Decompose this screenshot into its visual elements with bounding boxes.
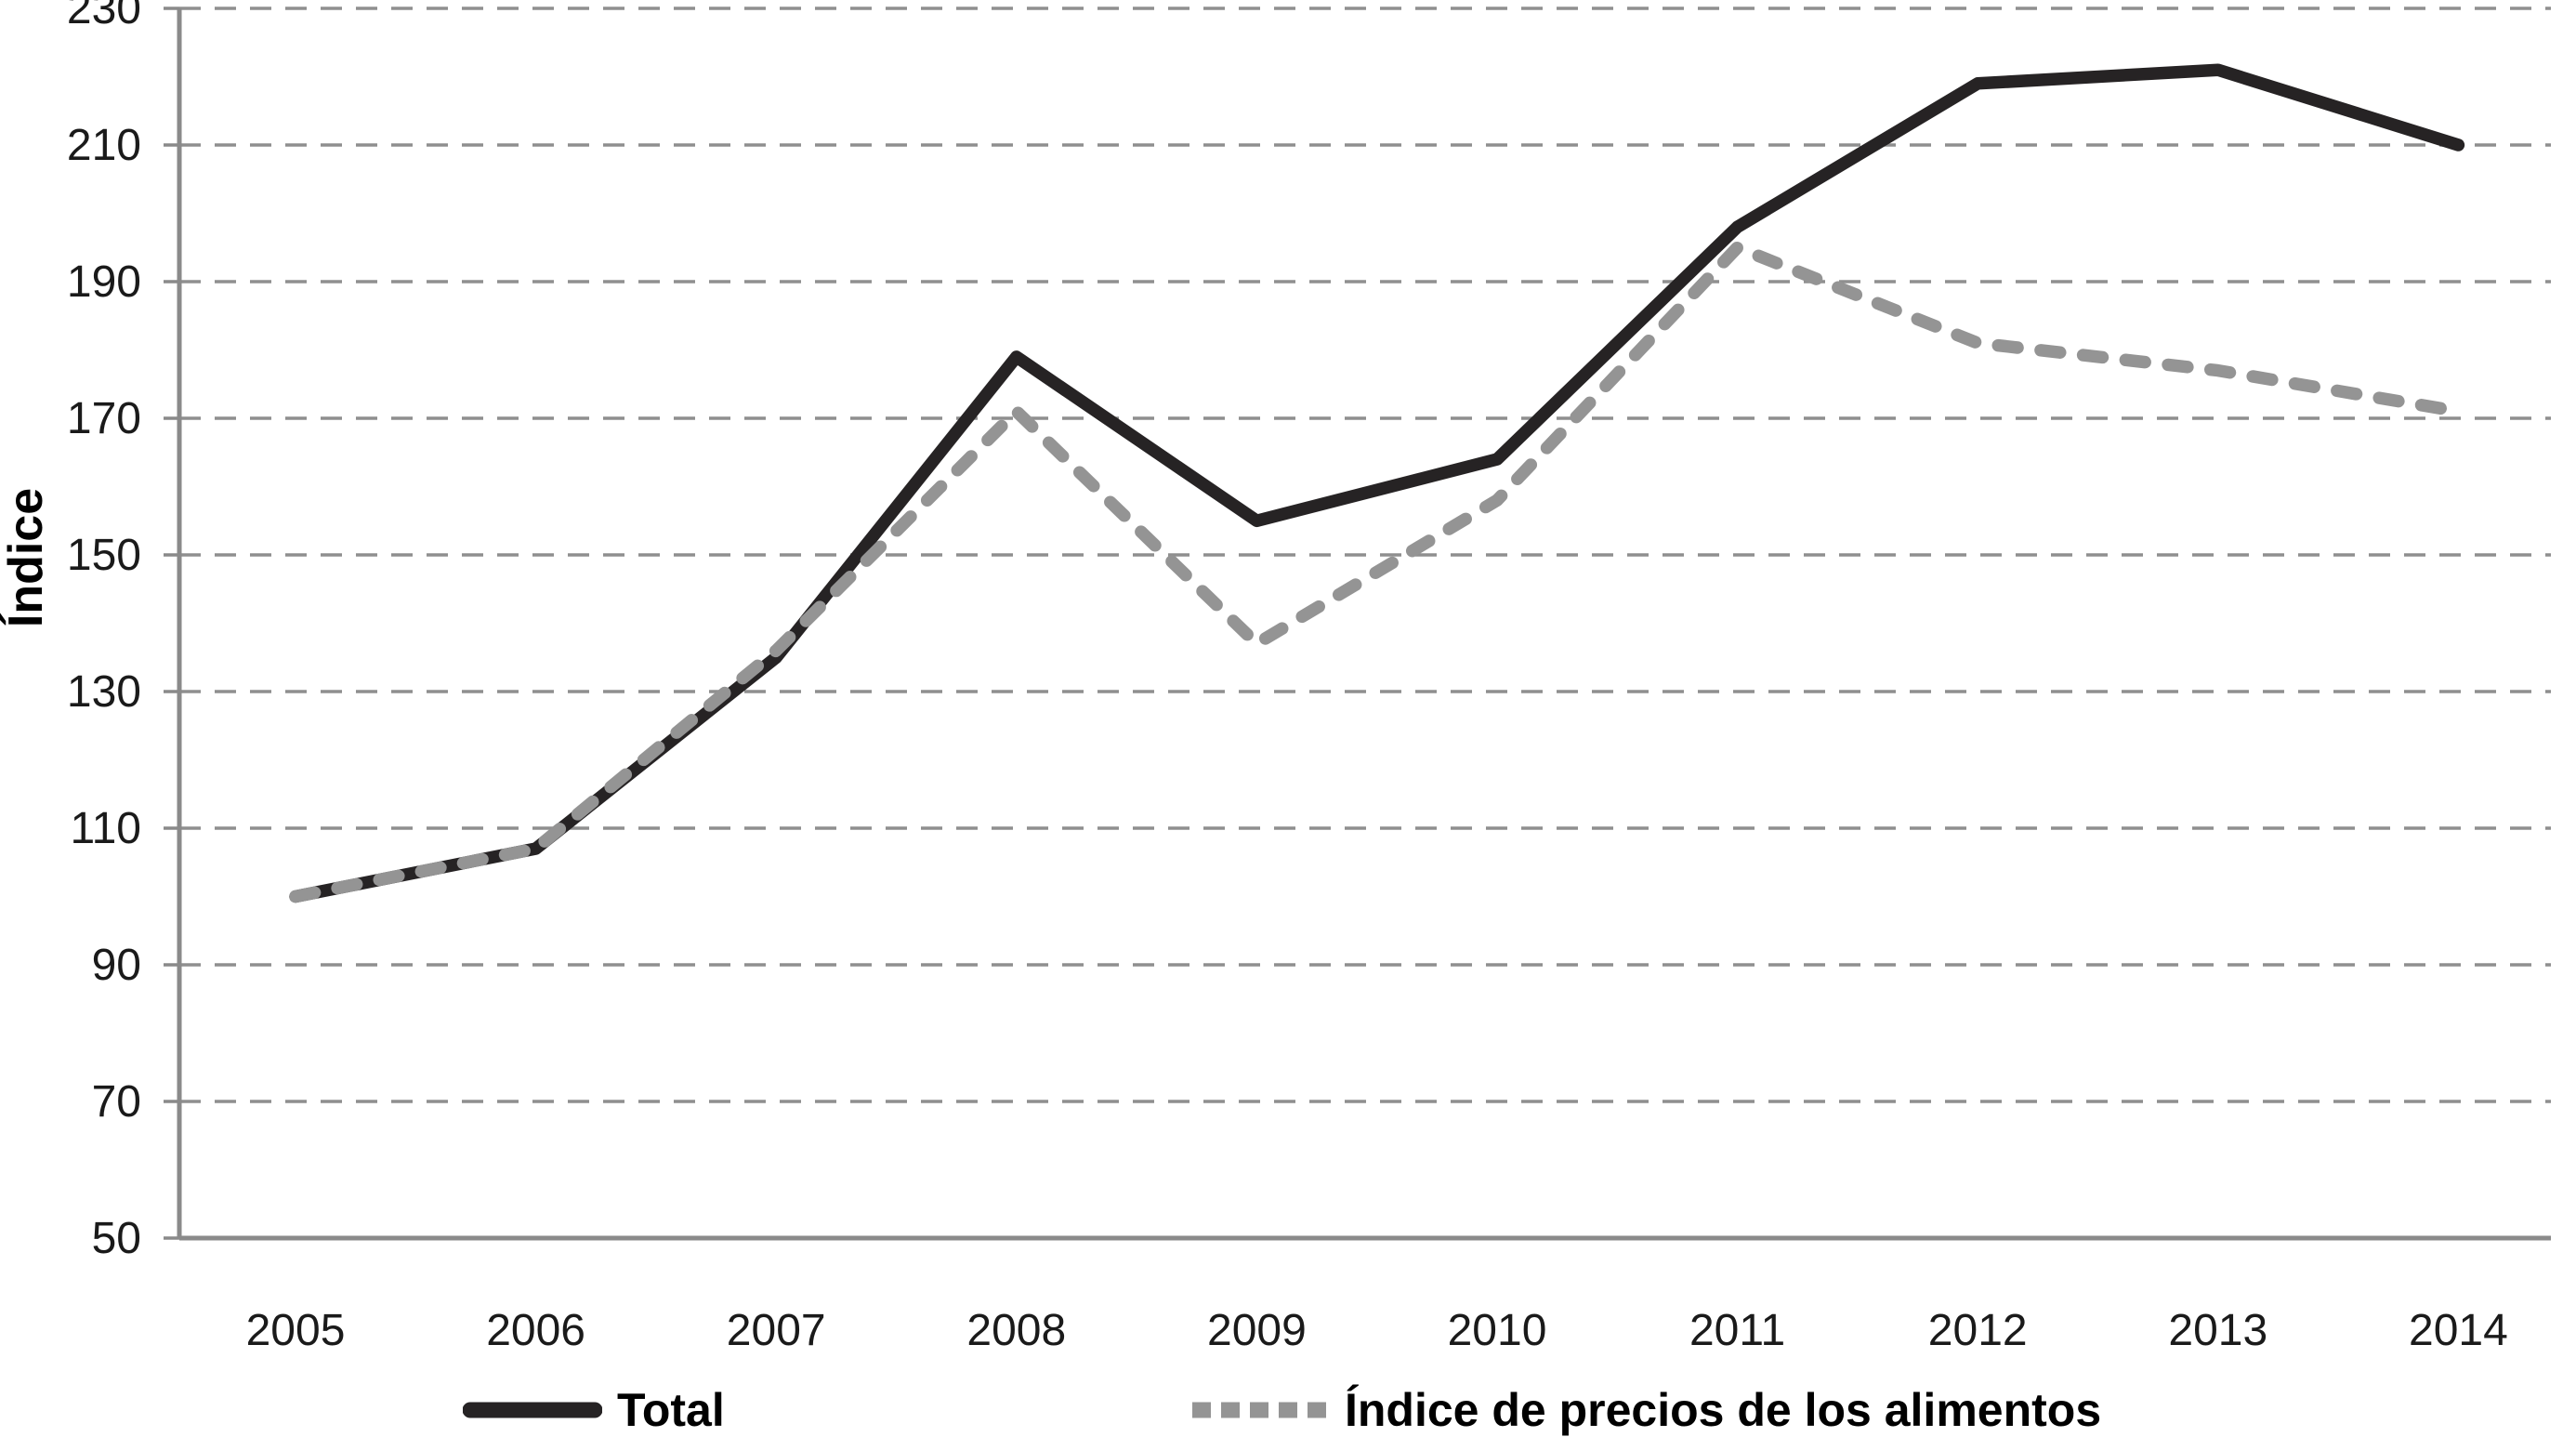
x-tick-label-2009: 2009 <box>1207 1306 1307 1355</box>
chart-legend: Total Índice de precios de los alimentos <box>0 1383 2576 1437</box>
y-tick-label-130: 130 <box>67 667 141 717</box>
total-line-swatch-icon <box>463 1402 602 1418</box>
x-tick-label-2011: 2011 <box>1689 1306 1785 1355</box>
legend-item-food: Índice de precios de los alimentos <box>1190 1383 2101 1437</box>
y-tick-label-70: 70 <box>92 1077 141 1127</box>
x-tick-label-2012: 2012 <box>1928 1306 2028 1355</box>
food-price-line <box>289 241 2465 903</box>
y-tick-label-90: 90 <box>92 941 141 990</box>
y-tick-label-170: 170 <box>67 394 141 443</box>
x-tick-label-2006: 2006 <box>486 1306 585 1355</box>
x-tick-label-2008: 2008 <box>966 1306 1066 1355</box>
food-line-swatch-icon <box>1192 1402 1328 1418</box>
y-axis-title: Índice <box>0 487 53 628</box>
x-tick-label-2013: 2013 <box>2168 1306 2267 1355</box>
legend-item-total: Total <box>463 1383 725 1437</box>
x-tick-label-2014: 2014 <box>2409 1306 2508 1355</box>
y-tick-label-230: 230 <box>67 0 141 33</box>
y-tick-label-150: 150 <box>67 531 141 580</box>
x-tick-label-2007: 2007 <box>727 1306 826 1355</box>
y-tick-label-110: 110 <box>70 804 141 853</box>
y-tick-label-210: 210 <box>67 121 141 170</box>
legend-label-food: Índice de precios de los alimentos <box>1345 1384 2102 1436</box>
y-tick-label-190: 190 <box>67 257 141 307</box>
legend-label-total: Total <box>617 1384 725 1436</box>
x-tick-label-2005: 2005 <box>246 1306 346 1355</box>
y-tick-label-50: 50 <box>92 1214 141 1263</box>
x-tick-label-2010: 2010 <box>1448 1306 1547 1355</box>
